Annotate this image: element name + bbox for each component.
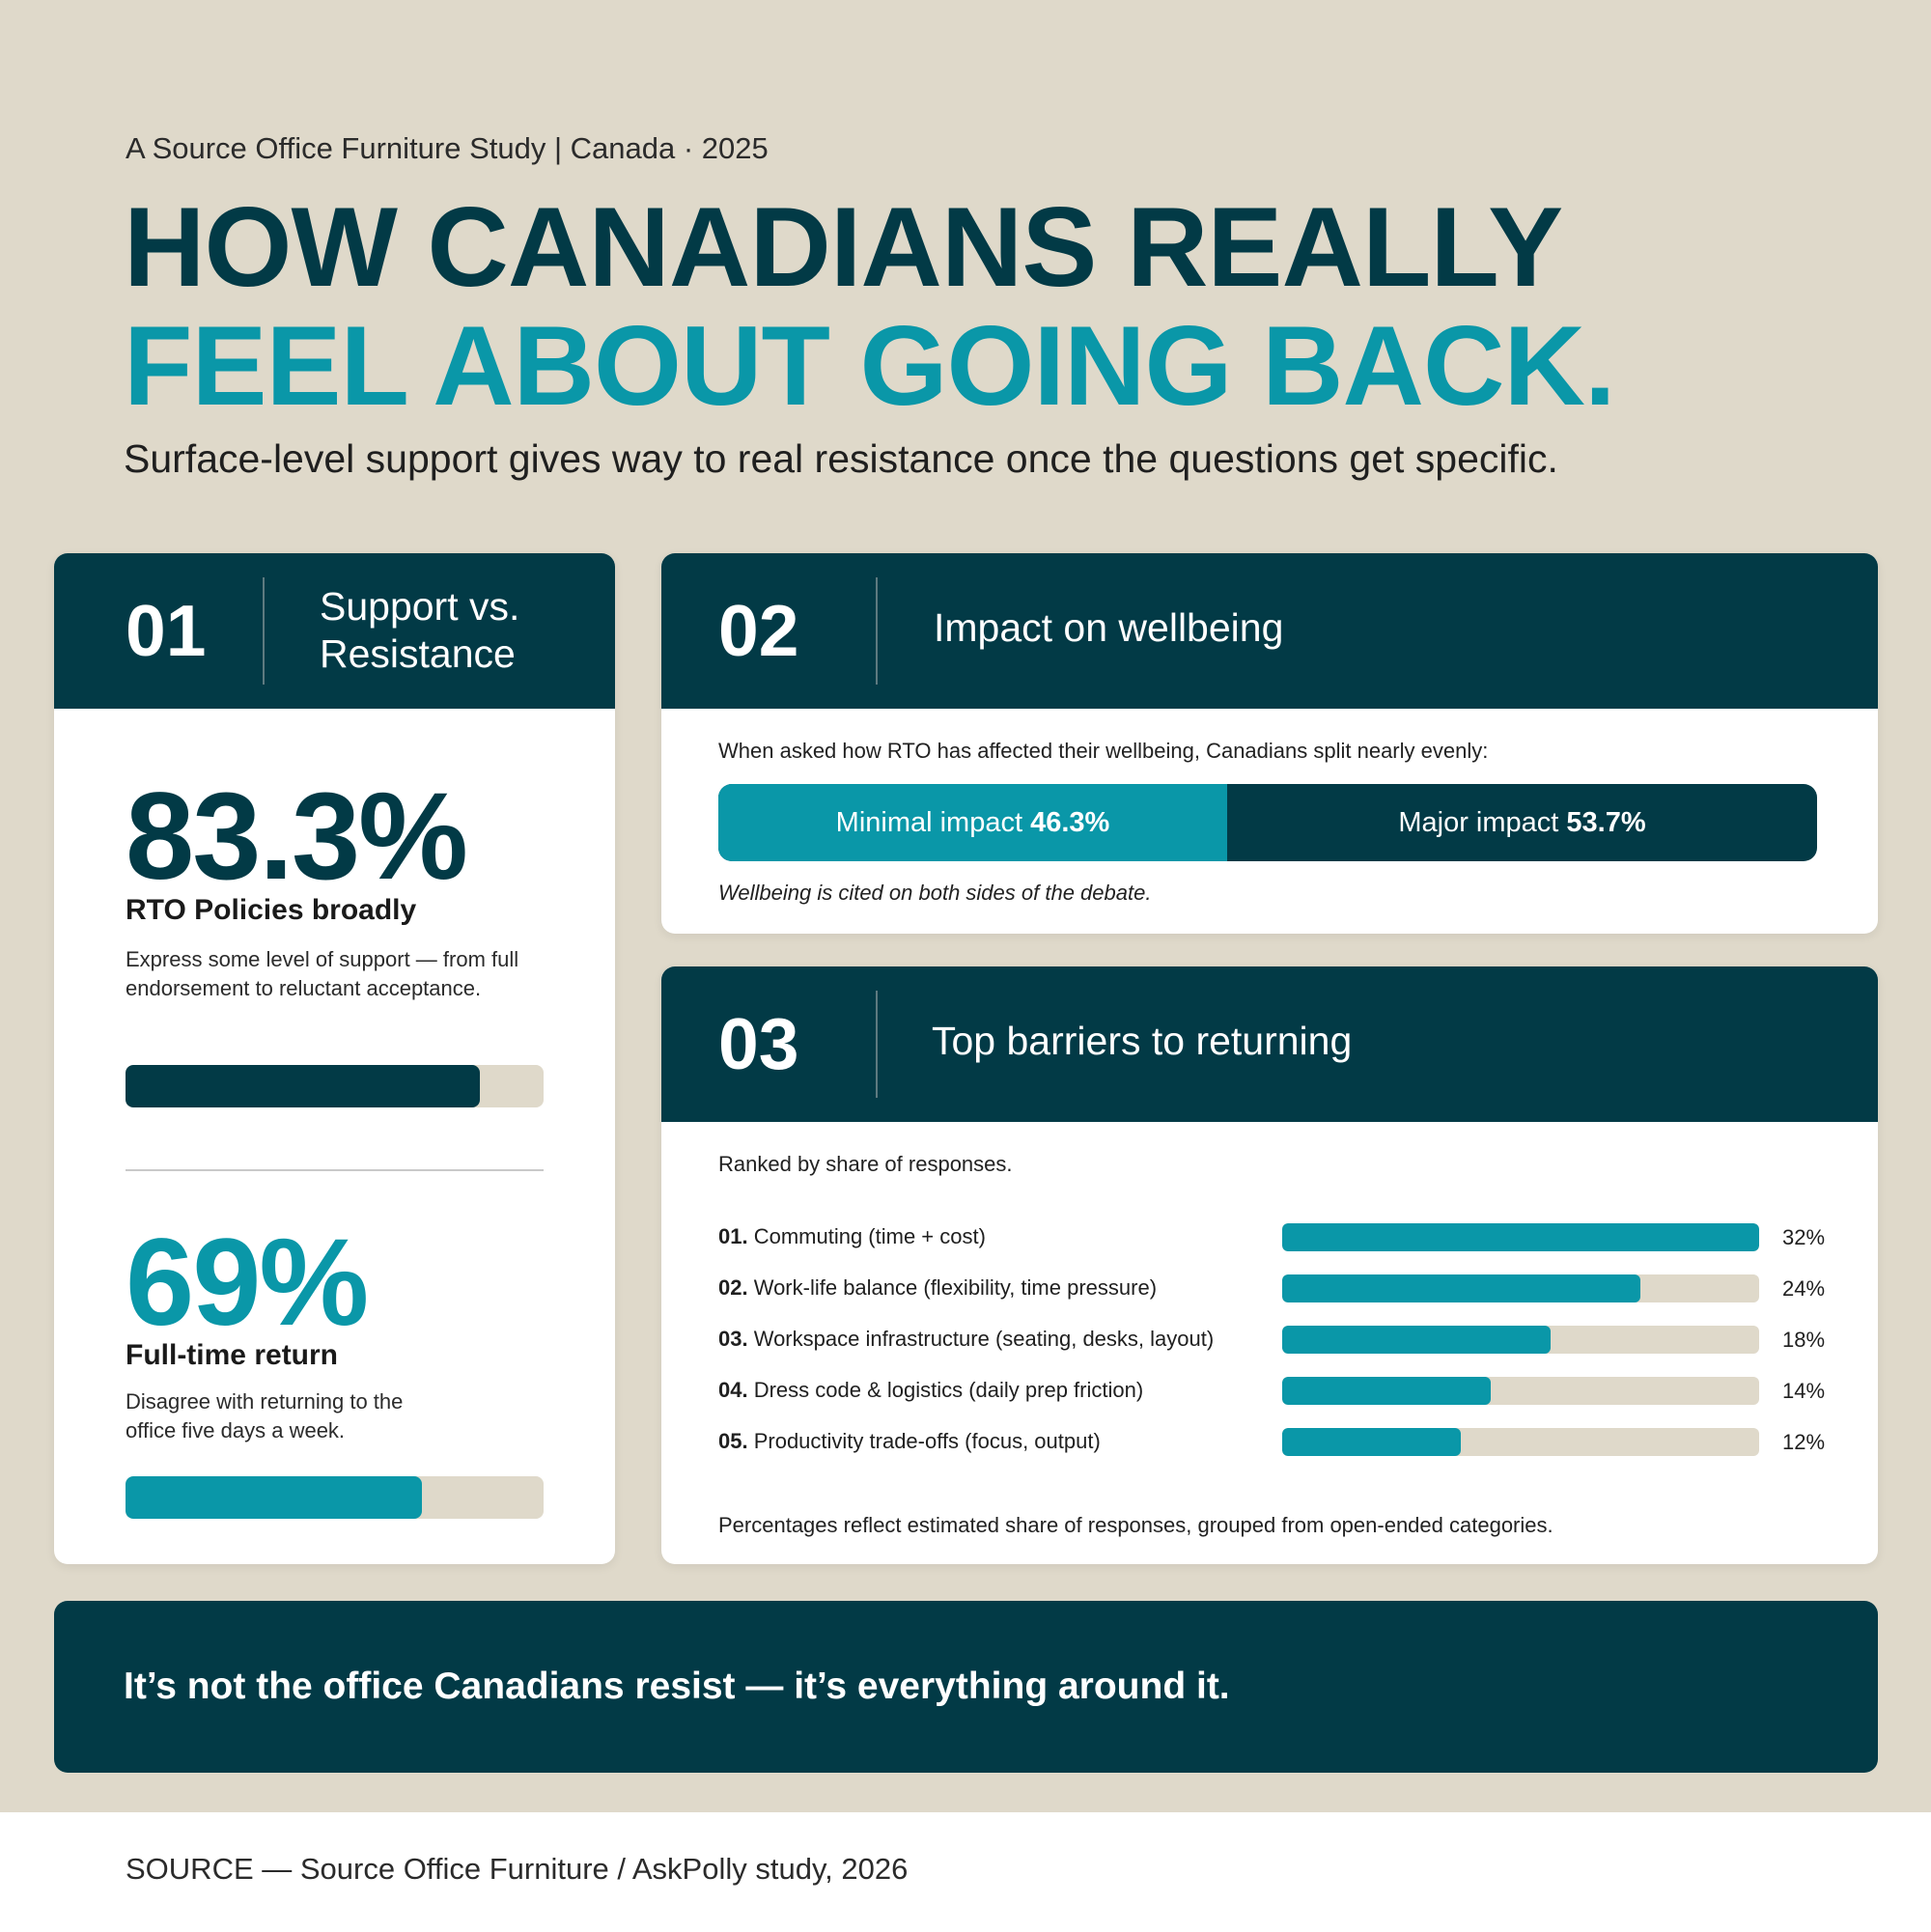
barrier-rank: 04. (718, 1378, 748, 1402)
barrier-value-label: 32% (1782, 1225, 1826, 1249)
barrier-rank: 01. (718, 1224, 748, 1248)
major-impact-segment: Major impact 53.7% (1227, 784, 1817, 861)
stat-fulltime-value: 69% (126, 1214, 369, 1352)
header-divider (263, 577, 265, 685)
stat-support-label: RTO Policies broadly (126, 894, 417, 926)
barriers-footnote: Percentages reflect estimated share of r… (718, 1513, 1553, 1537)
stat-support-desc: Express some level of support — from ful… (126, 947, 519, 1000)
barrier-bar-track (1282, 1223, 1759, 1251)
card-title: Impact on wellbeing (934, 605, 1284, 650)
page-title-line2: FEEL ABOUT GOING BACK. (124, 302, 1616, 429)
card-title: Support vs. Resistance (320, 583, 519, 678)
stat-fulltime-desc: Disagree with returning to the office fi… (126, 1389, 404, 1442)
conclusion-banner: It’s not the office Canadians resist — i… (54, 1601, 1878, 1773)
source-credit: SOURCE — Source Office Furniture / AskPo… (126, 1852, 909, 1886)
minimal-impact-segment: Minimal impact 46.3% (718, 784, 1227, 861)
barriers-intro: Ranked by share of responses. (718, 1152, 1013, 1176)
barrier-value-label: 18% (1782, 1328, 1826, 1352)
barrier-rank: 03. (718, 1327, 748, 1351)
page-title-line1: HOW CANADIANS REALLY (124, 183, 1563, 310)
wellbeing-intro: When asked how RTO has affected their we… (718, 739, 1489, 763)
barrier-value-label: 12% (1782, 1430, 1826, 1454)
barrier-name: Productivity trade-offs (focus, output) (747, 1429, 1101, 1453)
fulltime-bar-fill (126, 1476, 422, 1519)
card-title-line1: Support vs. (320, 584, 520, 629)
barrier-bar (1282, 1377, 1491, 1405)
barriers-card: 03 Top barriers to returning Ranked by s… (661, 966, 1878, 1564)
barrier-value-label: 24% (1782, 1276, 1826, 1301)
barrier-bar-track (1282, 1377, 1759, 1405)
card-header: 02 Impact on wellbeing (661, 553, 1878, 709)
support-resistance-card: 01 Support vs. Resistance 83.3% RTO Poli… (54, 553, 615, 1564)
header-divider (876, 577, 878, 685)
card-header: 03 Top barriers to returning (661, 966, 1878, 1122)
support-bar-fill (126, 1065, 480, 1107)
page-subtitle: Surface-level support gives way to real … (124, 436, 1558, 481)
barrier-bar-track (1282, 1326, 1759, 1354)
barrier-bar-track (1282, 1274, 1759, 1302)
minimal-impact-value: 46.3% (1030, 807, 1110, 838)
major-impact-label: Major impact (1398, 807, 1559, 838)
card-title-line2: Resistance (320, 631, 516, 677)
wellbeing-card: 02 Impact on wellbeing When asked how RT… (661, 553, 1878, 934)
barrier-label: 03. Workspace infrastructure (seating, d… (718, 1326, 1214, 1353)
stat-support-value: 83.3% (126, 768, 468, 906)
barrier-label: 05. Productivity trade-offs (focus, outp… (718, 1428, 1101, 1455)
card-header: 01 Support vs. Resistance (54, 553, 615, 709)
card-number: 01 (126, 590, 207, 671)
header-divider (876, 991, 878, 1098)
card-title: Top barriers to returning (932, 1019, 1353, 1063)
wellbeing-note: Wellbeing is cited on both sides of the … (718, 881, 1152, 905)
barrier-bar (1282, 1326, 1551, 1354)
stat-divider (126, 1169, 544, 1171)
support-bar-track (126, 1065, 544, 1107)
barrier-bar (1282, 1274, 1640, 1302)
barrier-label: 01. Commuting (time + cost) (718, 1223, 986, 1250)
barrier-rank: 02. (718, 1275, 748, 1300)
barrier-value-label: 14% (1782, 1379, 1826, 1403)
barrier-name: Workspace infrastructure (seating, desks… (747, 1327, 1215, 1351)
barrier-bar-track (1282, 1428, 1759, 1456)
card-number: 03 (718, 1003, 799, 1084)
wellbeing-split-bar: Minimal impact 46.3% Major impact 53.7% (718, 784, 1817, 861)
fulltime-bar-track (126, 1476, 544, 1519)
minimal-impact-label: Minimal impact (835, 807, 1023, 838)
barrier-name: Dress code & logistics (daily prep frict… (747, 1378, 1144, 1402)
stat-fulltime-label: Full-time return (126, 1339, 339, 1371)
eyebrow: A Source Office Furniture Study | Canada… (126, 131, 769, 165)
barrier-name: Work-life balance (flexibility, time pre… (747, 1275, 1158, 1300)
barrier-rank: 05. (718, 1429, 748, 1453)
barrier-bar (1282, 1428, 1461, 1456)
barrier-bar (1282, 1223, 1759, 1251)
major-impact-value: 53.7% (1566, 807, 1646, 838)
barrier-name: Commuting (time + cost) (747, 1224, 986, 1248)
card-number: 02 (718, 590, 799, 671)
conclusion-text: It’s not the office Canadians resist — i… (124, 1666, 1230, 1707)
barrier-label: 02. Work-life balance (flexibility, time… (718, 1274, 1157, 1302)
barrier-label: 04. Dress code & logistics (daily prep f… (718, 1377, 1143, 1404)
